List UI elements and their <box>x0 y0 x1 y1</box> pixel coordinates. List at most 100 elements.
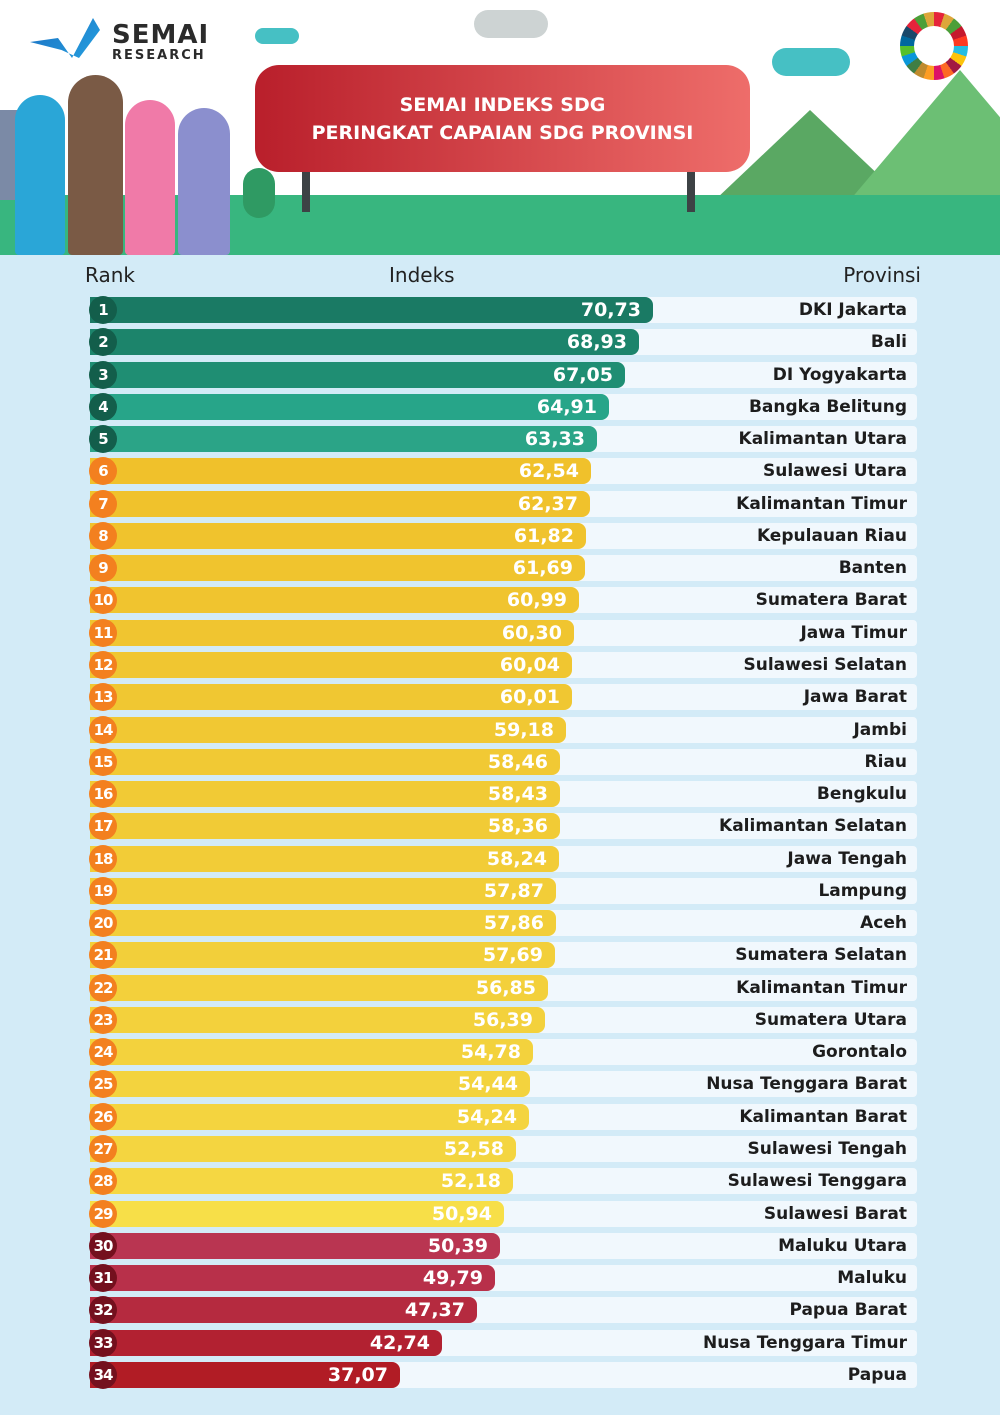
bar <box>90 555 585 581</box>
rank-badge: 6 <box>89 457 117 485</box>
rank-badge: 10 <box>89 586 117 614</box>
bar-value-label: 58,36 <box>487 815 548 837</box>
bar <box>90 1330 442 1356</box>
rank-badge: 29 <box>89 1200 117 1228</box>
bar-value-label: 62,37 <box>517 493 578 515</box>
rank-badge: 14 <box>89 716 117 744</box>
bar-value-label: 58,46 <box>487 751 548 773</box>
rank-badge: 15 <box>89 748 117 776</box>
bar-value-label: 57,86 <box>483 912 544 934</box>
rank-badge: 28 <box>89 1167 117 1195</box>
province-label: Kalimantan Utara <box>738 429 907 449</box>
bar-value-label: 68,93 <box>566 331 627 353</box>
bar <box>90 394 609 420</box>
bar-value-label: 54,24 <box>456 1106 517 1128</box>
province-label: Nusa Tenggara Timur <box>702 1333 907 1353</box>
province-label: Banten <box>838 558 907 578</box>
bar <box>90 781 560 807</box>
province-label: Jawa Tengah <box>787 849 907 869</box>
province-label: Sumatera Utara <box>754 1010 907 1030</box>
rank-badge: 3 <box>89 361 117 389</box>
bar-value-label: 60,04 <box>499 654 560 676</box>
rank-badge: 5 <box>89 425 117 453</box>
bar <box>90 1362 400 1388</box>
province-label: Kalimantan Barat <box>739 1107 907 1127</box>
sdg-wheel-icon <box>900 12 968 80</box>
rank-badge: 21 <box>89 941 117 969</box>
bar-value-label: 54,78 <box>460 1041 521 1063</box>
province-label: Sulawesi Tengah <box>747 1139 907 1159</box>
bar-value-label: 56,85 <box>475 977 536 999</box>
rank-badge: 24 <box>89 1038 117 1066</box>
brand-logo-subtext: RESEARCH <box>112 48 206 63</box>
province-label: Jawa Timur <box>800 623 907 643</box>
family-illustration <box>178 108 230 255</box>
rank-badge: 8 <box>89 522 117 550</box>
bar <box>90 620 574 646</box>
province-label: Sumatera Barat <box>755 590 907 610</box>
province-label: Maluku <box>837 1268 907 1288</box>
bar-value-label: 57,87 <box>483 880 544 902</box>
province-label: Kepulauan Riau <box>756 526 907 546</box>
bar <box>90 1071 530 1097</box>
bar-value-label: 60,99 <box>506 589 567 611</box>
province-label: Papua Barat <box>789 1300 907 1320</box>
column-header-rank: Rank <box>85 263 135 287</box>
bar <box>90 878 556 904</box>
bar <box>90 1297 477 1323</box>
family-illustration <box>125 100 175 255</box>
mountain-icon <box>850 70 1000 200</box>
bar-value-label: 58,43 <box>487 783 548 805</box>
rank-badge: 31 <box>89 1264 117 1292</box>
province-label: Sulawesi Tenggara <box>727 1171 907 1191</box>
rank-badge: 7 <box>89 490 117 518</box>
province-label: Papua <box>847 1365 907 1385</box>
chart-title: SEMAI INDEKS SDG <box>399 93 606 116</box>
rank-badge: 2 <box>89 328 117 356</box>
family-illustration <box>15 95 65 255</box>
bar <box>90 749 560 775</box>
bar-value-label: 52,18 <box>440 1170 501 1192</box>
cloud-icon <box>255 28 299 44</box>
province-label: Riau <box>864 752 908 772</box>
province-label: Sumatera Selatan <box>735 945 907 965</box>
column-header-index: Indeks <box>389 263 455 287</box>
bar-value-label: 61,69 <box>512 557 573 579</box>
bar <box>90 362 625 388</box>
province-label: Sulawesi Barat <box>763 1204 907 1224</box>
province-label: Bangka Belitung <box>748 397 907 417</box>
bar-value-label: 63,33 <box>524 428 585 450</box>
bar-value-label: 62,54 <box>518 460 579 482</box>
rank-badge: 12 <box>89 651 117 679</box>
rank-badge: 17 <box>89 812 117 840</box>
chart-subtitle: PERINGKAT CAPAIAN SDG PROVINSI <box>311 121 694 144</box>
bar-value-label: 37,07 <box>327 1364 388 1386</box>
family-illustration <box>68 75 123 255</box>
rank-badge: 9 <box>89 554 117 582</box>
rank-badge: 13 <box>89 683 117 711</box>
bar <box>90 975 548 1001</box>
bar <box>90 1136 516 1162</box>
bar <box>90 813 560 839</box>
province-label: Nusa Tenggara Barat <box>706 1074 907 1094</box>
bar-value-label: 50,94 <box>431 1203 492 1225</box>
bar <box>90 846 559 872</box>
bar-value-label: 57,69 <box>482 944 543 966</box>
bar-value-label: 60,30 <box>501 622 562 644</box>
rank-badge: 11 <box>89 619 117 647</box>
header-illustration: SEMAI RESEARCH SEMAI INDEKS SDG PERINGKA… <box>0 0 1000 255</box>
province-label: Bengkulu <box>816 784 907 804</box>
bar-value-label: 42,74 <box>369 1332 430 1354</box>
province-label: Gorontalo <box>812 1042 907 1062</box>
bar-value-label: 60,01 <box>499 686 560 708</box>
cloud-icon <box>474 10 548 38</box>
province-label: Sulawesi Selatan <box>743 655 907 675</box>
province-label: Sulawesi Utara <box>762 461 907 481</box>
rank-badge: 23 <box>89 1006 117 1034</box>
bar-value-label: 61,82 <box>513 525 574 547</box>
bar-value-label: 47,37 <box>404 1299 465 1321</box>
bar-value-label: 50,39 <box>427 1235 488 1257</box>
sign-post <box>302 172 310 212</box>
province-label: Jawa Barat <box>803 687 907 707</box>
brand-logo-text: SEMAI <box>112 20 210 50</box>
